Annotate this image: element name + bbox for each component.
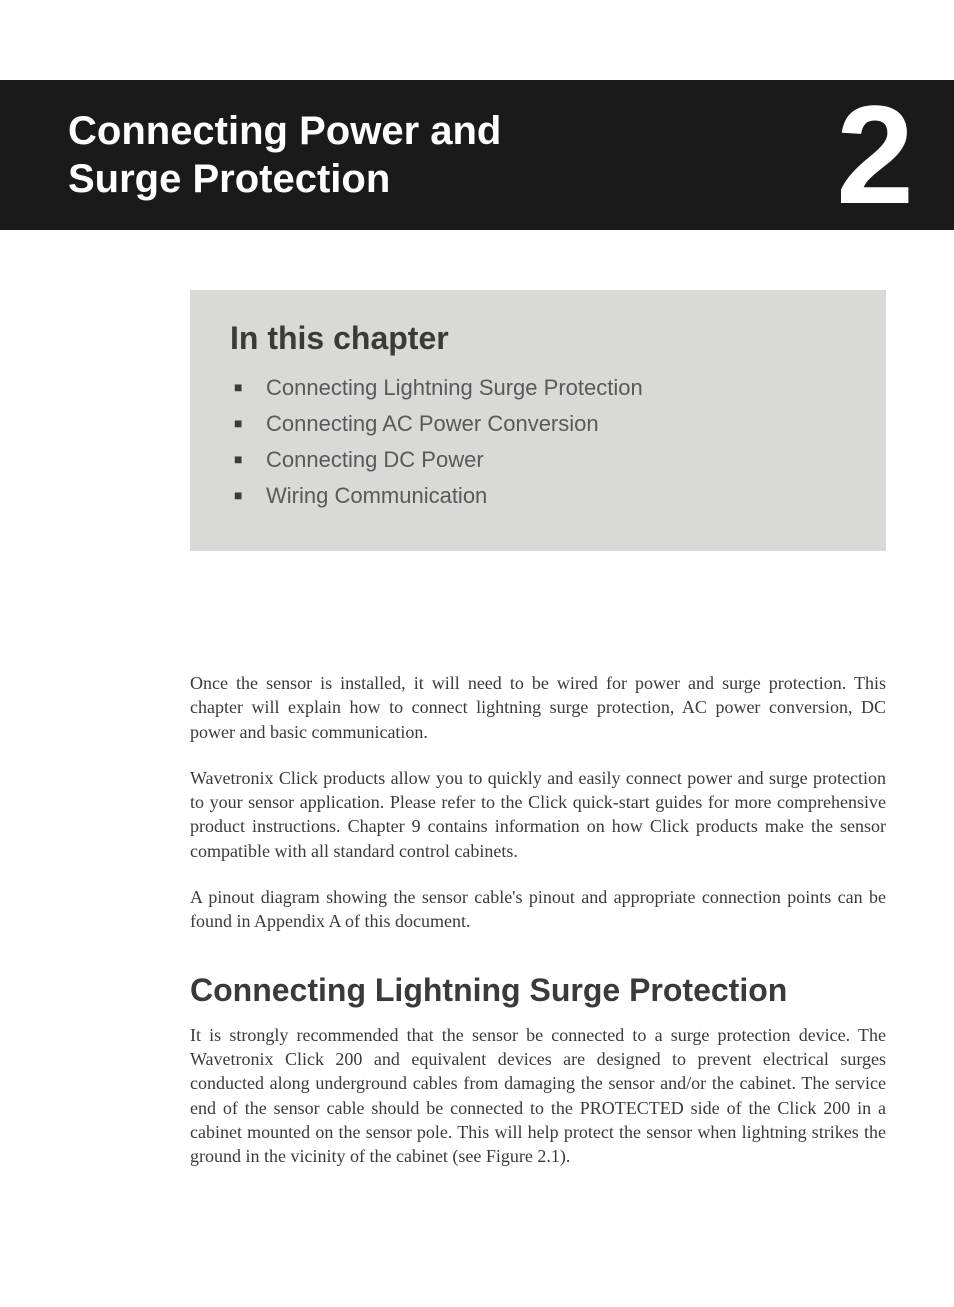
in-this-chapter-box: In this chapter Connecting Lightning Sur… xyxy=(190,290,886,551)
body-content: Once the sensor is installed, it will ne… xyxy=(190,671,886,1168)
toc-item: Connecting AC Power Conversion xyxy=(266,411,846,437)
toc-heading: In this chapter xyxy=(230,320,846,357)
section-heading: Connecting Lightning Surge Protection xyxy=(190,972,886,1009)
chapter-number: 2 xyxy=(836,85,914,225)
body-paragraph: Once the sensor is installed, it will ne… xyxy=(190,671,886,744)
chapter-title: Connecting Power and Surge Protection xyxy=(68,107,501,203)
toc-list: Connecting Lightning Surge Protection Co… xyxy=(230,375,846,509)
body-paragraph: It is strongly recommended that the sens… xyxy=(190,1023,886,1169)
toc-item: Wiring Communication xyxy=(266,483,846,509)
chapter-title-line1: Connecting Power and xyxy=(68,109,501,153)
toc-item: Connecting DC Power xyxy=(266,447,846,473)
chapter-title-line2: Surge Protection xyxy=(68,157,390,201)
toc-item: Connecting Lightning Surge Protection xyxy=(266,375,846,401)
body-paragraph: A pinout diagram showing the sensor cabl… xyxy=(190,885,886,934)
chapter-header-band: Connecting Power and Surge Protection 2 xyxy=(0,80,954,230)
body-paragraph: Wavetronix Click products allow you to q… xyxy=(190,766,886,863)
